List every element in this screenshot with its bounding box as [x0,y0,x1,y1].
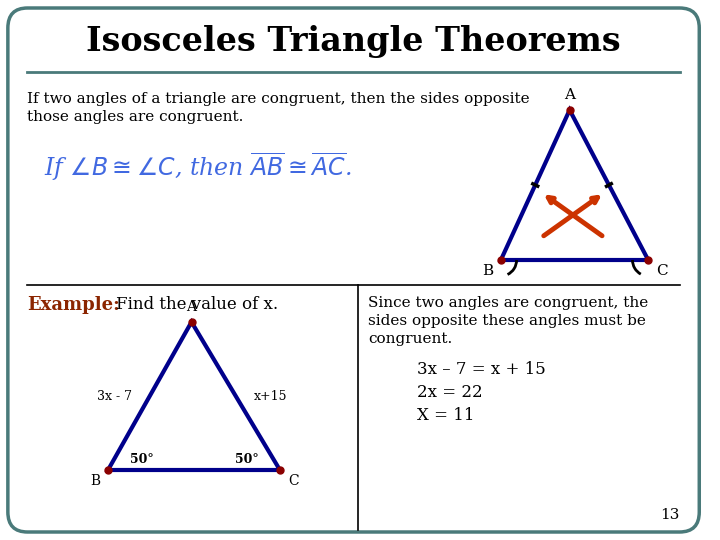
Text: Isosceles Triangle Theorems: Isosceles Triangle Theorems [86,25,621,58]
Text: X = 11: X = 11 [418,407,475,424]
Text: those angles are congruent.: those angles are congruent. [27,110,244,124]
Text: 50°: 50° [235,453,258,466]
FancyBboxPatch shape [8,8,699,532]
Text: Find the value of x.: Find the value of x. [116,296,278,313]
Text: C: C [288,474,298,488]
Text: x+15: x+15 [253,389,287,402]
Text: congruent.: congruent. [369,332,453,346]
Text: 2x = 22: 2x = 22 [418,384,483,401]
Text: Example:: Example: [27,296,120,314]
Text: 13: 13 [660,508,680,522]
Text: If two angles of a triangle are congruent, then the sides opposite: If two angles of a triangle are congruen… [27,92,530,106]
Text: C: C [656,264,667,278]
Text: 3x - 7: 3x - 7 [97,389,132,402]
Text: 3x – 7 = x + 15: 3x – 7 = x + 15 [418,361,546,378]
Text: A: A [186,300,197,314]
Text: 50°: 50° [130,453,153,466]
Text: B: B [90,474,100,488]
Text: sides opposite these angles must be: sides opposite these angles must be [369,314,646,328]
Text: A: A [564,88,575,102]
Text: Since two angles are congruent, the: Since two angles are congruent, the [369,296,649,310]
Text: B: B [482,264,493,278]
Text: If $\angle B \cong \angle C$, then $\overline{AB} \cong \overline{AC}$.: If $\angle B \cong \angle C$, then $\ove… [44,150,352,183]
